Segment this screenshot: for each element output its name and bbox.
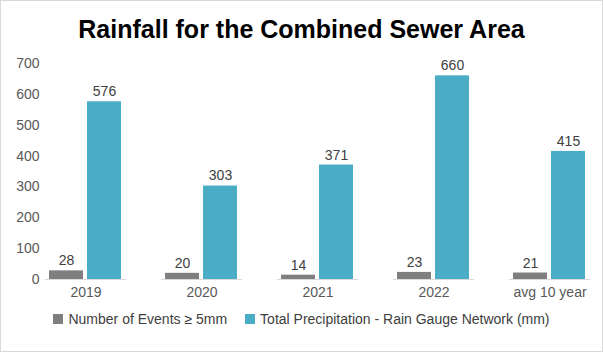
html-text:Total Precipitation - Rain Gau: Total Precipitation - Rain Gauge Network… xyxy=(260,311,550,327)
html-text:Number of Events ≥ 5mm: Number of Events ≥ 5mm xyxy=(68,311,228,327)
svg-text:2020: 2020 xyxy=(186,284,217,300)
svg-text:371: 371 xyxy=(325,147,349,163)
svg-text:2022: 2022 xyxy=(418,284,449,300)
svg-text:660: 660 xyxy=(441,57,465,73)
svg-text:28: 28 xyxy=(59,252,75,268)
svg-text:23: 23 xyxy=(407,254,423,270)
svg-text:20: 20 xyxy=(175,255,191,271)
svg-text:700: 700 xyxy=(16,55,40,71)
svg-text:0: 0 xyxy=(32,271,40,287)
svg-text:14: 14 xyxy=(291,257,307,273)
svg-text:avg 10 year: avg 10 year xyxy=(513,284,586,300)
svg-text:200: 200 xyxy=(16,209,40,225)
svg-text:576: 576 xyxy=(93,83,117,99)
svg-text:600: 600 xyxy=(16,86,40,102)
svg-text:303: 303 xyxy=(209,167,233,183)
svg-text:100: 100 xyxy=(16,240,40,256)
html-text:Rainfall for the Combined Sewe: Rainfall for the Combined Sewer Area xyxy=(78,15,525,43)
svg-text:2021: 2021 xyxy=(302,284,333,300)
svg-text:400: 400 xyxy=(16,148,40,164)
svg-text:415: 415 xyxy=(557,133,581,149)
svg-text:21: 21 xyxy=(523,255,539,271)
svg-text:2019: 2019 xyxy=(70,284,101,300)
svg-text:500: 500 xyxy=(16,117,40,133)
svg-text:300: 300 xyxy=(16,178,40,194)
